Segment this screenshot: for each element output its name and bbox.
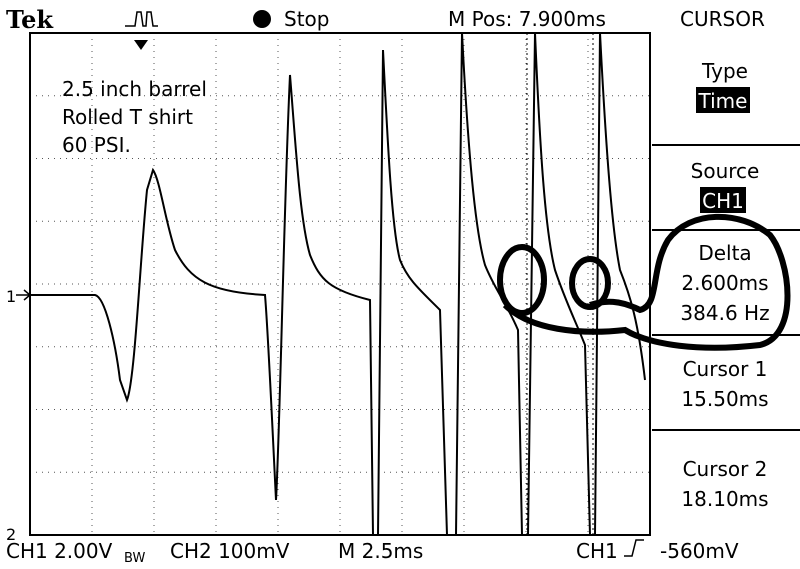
trigger-level: -560mV xyxy=(660,539,739,563)
menu-value[interactable]: CH1 xyxy=(702,189,744,213)
annotation-line: 60 PSI. xyxy=(62,133,131,157)
trigger-icon xyxy=(125,11,158,27)
hand-circle xyxy=(569,256,611,310)
waveform xyxy=(30,32,646,536)
menu-label[interactable]: Source xyxy=(691,159,760,183)
ch1-scale: CH1 2.00V xyxy=(6,539,113,563)
m-pos: M Pos: 7.900ms xyxy=(448,7,606,31)
menu-value[interactable]: Time xyxy=(698,89,748,113)
cursor2-value: 18.10ms xyxy=(681,487,768,511)
menu-label[interactable]: Cursor 2 xyxy=(683,457,768,481)
menu-title: CURSOR xyxy=(680,7,765,31)
trigger-slope xyxy=(624,539,644,557)
bw-flag: BW xyxy=(124,551,145,566)
hand-circle xyxy=(497,244,547,316)
screen-border xyxy=(29,32,651,536)
menu-highlight xyxy=(696,87,750,113)
trigger-pos-arrow xyxy=(134,40,148,50)
menu-label[interactable]: Cursor 1 xyxy=(683,357,768,381)
delta-time: 2.600ms xyxy=(681,271,768,295)
brand: Tek xyxy=(6,5,54,34)
menu-highlight xyxy=(700,187,746,213)
ch1-marker: 1 xyxy=(6,287,16,306)
annotation-line: Rolled T shirt xyxy=(62,105,193,129)
side-menu: Type Time Source CH1 Delta 2.600ms 384.6… xyxy=(652,59,800,511)
trigger-source: CH1 xyxy=(576,539,618,563)
ch2-marker: 2 xyxy=(6,525,16,544)
time-scale: M 2.5ms xyxy=(338,539,423,563)
run-state: Stop xyxy=(284,7,329,31)
ch2-scale: CH2 100mV xyxy=(170,539,290,563)
delta-freq: 384.6 Hz xyxy=(680,301,769,325)
menu-label[interactable]: Type xyxy=(701,59,748,83)
stop-dot xyxy=(253,10,271,28)
cursor1-value: 15.50ms xyxy=(681,387,768,411)
menu-label: Delta xyxy=(698,241,751,265)
annotation-line: 2.5 inch barrel xyxy=(62,77,207,101)
hand-loop xyxy=(502,213,791,351)
